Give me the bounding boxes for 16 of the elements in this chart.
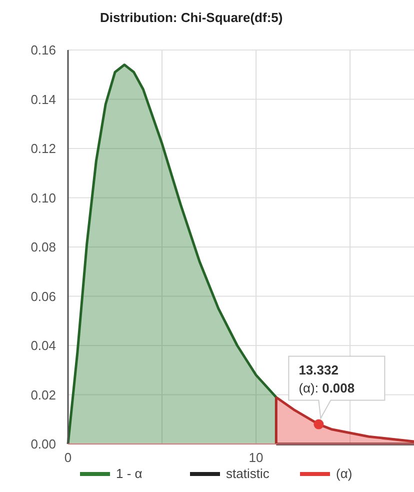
y-tick-label: 0.08 [30, 240, 56, 255]
chart-title: Distribution: Chi-Square(df:5) [100, 10, 283, 25]
y-tick-label: 0.12 [30, 141, 56, 156]
legend-label: statistic [226, 466, 270, 481]
y-tick-label: 0.10 [30, 190, 56, 206]
y-tick-label: 0.16 [30, 42, 56, 58]
y-tick-label: 0.04 [30, 338, 56, 354]
x-tick-label: 0 [64, 450, 72, 465]
legend-label: (α) [336, 466, 352, 481]
y-tick-label: 0.14 [30, 92, 56, 107]
legend-label: 1 - α [116, 466, 143, 481]
y-tick-label: 0.06 [30, 288, 56, 304]
y-tick-label: 0.00 [30, 436, 56, 452]
annotation: 13.332 (α): 0.008 [298, 362, 355, 396]
y-tick-label: 0.02 [30, 387, 56, 402]
x-tick-label: 10 [248, 450, 264, 465]
